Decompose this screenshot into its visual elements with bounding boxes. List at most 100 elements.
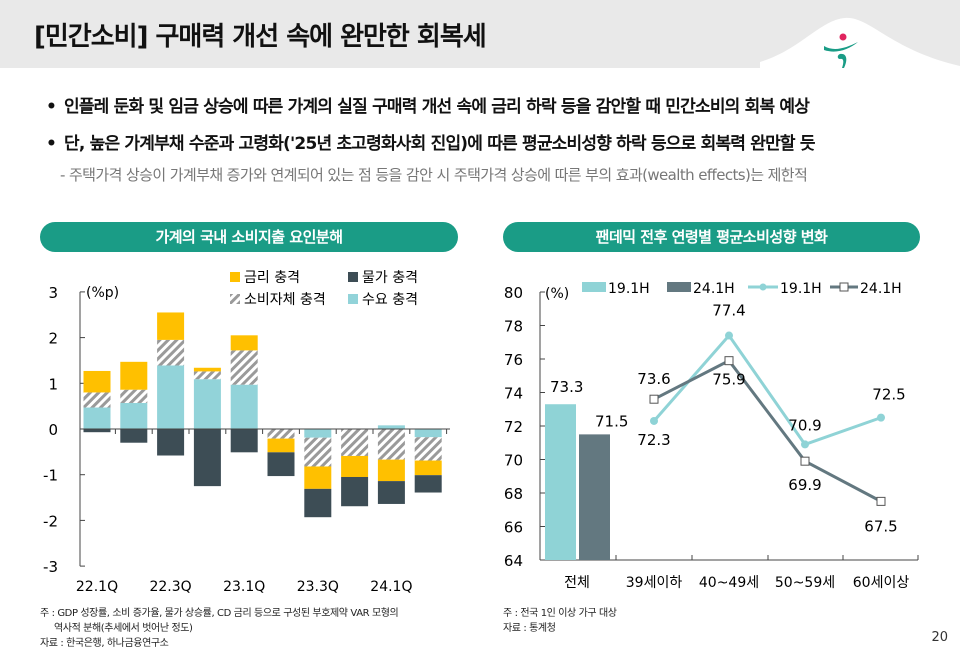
- y-tick-label: 1: [48, 375, 58, 393]
- notes-right: 주 : 전국 1인 이상 가구 대상 자료 : 통계청: [503, 606, 617, 636]
- marker: [725, 331, 733, 340]
- bar-segment: [83, 429, 111, 433]
- data-label: 75.9: [712, 371, 745, 389]
- bullet-text: 단, 높은 가계부채 수준과 고령화('25년 초고령화사회 진입)에 따른 평…: [64, 134, 816, 154]
- marker: [649, 394, 659, 404]
- bar-segment: [193, 371, 221, 380]
- legend-label: 소비자체 충격: [244, 292, 326, 308]
- bar-segment: [304, 488, 332, 518]
- x-tick-label: 40~49세: [699, 575, 759, 591]
- x-tick-label: 23.1Q: [223, 579, 265, 595]
- y-axis-label: (%p): [86, 285, 119, 301]
- x-tick-label: 23.3Q: [297, 579, 339, 595]
- bar-segment: [377, 459, 405, 482]
- bar-segment: [230, 350, 258, 385]
- legend-marker: [839, 282, 849, 292]
- bar-segment: [377, 481, 405, 504]
- legend-swatch: [667, 282, 691, 292]
- bar-segment: [193, 429, 221, 487]
- legend-swatch: [348, 294, 358, 304]
- y-tick-label: 80: [504, 284, 523, 302]
- bar-segment: [304, 429, 332, 438]
- bar: [545, 404, 576, 560]
- bar-segment: [414, 437, 442, 461]
- data-label: 69.9: [788, 476, 821, 494]
- bar-segment: [267, 429, 295, 439]
- bar-segment: [341, 455, 369, 477]
- bar-segment: [83, 392, 111, 408]
- hana-logo: [824, 33, 858, 68]
- x-tick-label: 전체: [564, 575, 590, 591]
- bar-segment: [414, 460, 442, 476]
- marker: [800, 456, 810, 466]
- data-label: 73.6: [637, 370, 670, 388]
- bar-segment: [157, 339, 185, 366]
- sub-bullet: - 주택가격 상승이 가계부채 증가와 연계되어 있는 점 등을 감안 시 주택…: [60, 166, 808, 184]
- bar-segment: [157, 365, 185, 429]
- legend-marker: [759, 283, 767, 291]
- bar-segment: [230, 335, 258, 351]
- note-line: 역사적 분해(추세에서 벗어난 정도): [54, 623, 193, 634]
- bar-segment: [341, 476, 369, 507]
- marker: [801, 440, 809, 449]
- bar-segment: [120, 389, 148, 403]
- bar-segment: [414, 429, 442, 438]
- y-tick-label: 0: [48, 421, 58, 439]
- source-line: 자료 : 통계청: [503, 623, 556, 634]
- bullet-symbol: •: [46, 97, 57, 117]
- x-tick-label: 39세이하: [626, 575, 683, 591]
- x-tick-label: 50~59세: [775, 575, 835, 591]
- y-tick-label: 76: [504, 351, 523, 369]
- y-tick-label: -1: [43, 467, 58, 485]
- bar-segment: [414, 475, 442, 493]
- bullet-2: • 단, 높은 가계부채 수준과 고령화('25년 초고령화사회 진입)에 따른 …: [46, 129, 816, 154]
- page-number: 20: [931, 630, 948, 645]
- bar-segment: [157, 312, 185, 340]
- bar-segment: [230, 384, 258, 429]
- bar-segment: [304, 466, 332, 489]
- y-tick-label: 66: [504, 519, 523, 537]
- right-chart: 80 78 76 74 72 70 68 66 64 (%) 전체 39세이하 40~49세 50~59세…: [504, 281, 919, 591]
- bar-segment: [83, 407, 111, 429]
- marker: [876, 496, 886, 506]
- data-label: 70.9: [788, 416, 821, 434]
- series-line: [653, 358, 882, 503]
- bullet-1: • 인플레 둔화 및 임금 상승에 따른 가계의 실질 구매력 개선 속에 금리 …: [46, 92, 810, 117]
- left-chart-title: 가계의 국내 소비지출 요인분해: [40, 222, 458, 252]
- x-tick-label: 22.3Q: [149, 579, 191, 595]
- y-tick-label: 70: [504, 452, 523, 470]
- legend-label: 19.1H: [608, 281, 650, 297]
- bar-segment: [267, 438, 295, 453]
- marker: [650, 416, 658, 425]
- legend-label: 24.1H: [693, 281, 735, 297]
- legend-label: 수요 충격: [362, 292, 418, 308]
- data-label: 73.3: [550, 378, 583, 396]
- y-tick-label: 64: [504, 552, 523, 570]
- marker: [724, 356, 734, 366]
- bullet-text: 인플레 둔화 및 임금 상승에 따른 가계의 실질 구매력 개선 속에 금리 하…: [64, 97, 810, 117]
- data-label: 77.4: [712, 302, 745, 320]
- y-tick-label: 68: [504, 485, 523, 503]
- y-tick-label: 72: [504, 418, 523, 436]
- page-title: [민간소비] 구매력 개선 속에 완만한 회복세: [34, 22, 487, 52]
- y-tick-label: 2: [48, 330, 58, 348]
- legend-swatch: [230, 294, 240, 304]
- y-tick-label: 74: [504, 385, 523, 403]
- legend-swatch: [348, 272, 358, 282]
- right-chart-title: 팬데믹 전후 연령별 평균소비성향 변화: [503, 222, 920, 252]
- bullet-symbol: •: [46, 134, 57, 154]
- marker: [877, 413, 885, 422]
- notes-left: 주 : GDP 성장률, 소비 증가율, 물가 상승률, CD 금리 등으로 구…: [40, 606, 399, 651]
- data-label: 71.5: [595, 412, 628, 430]
- bar-segment: [377, 425, 405, 429]
- note-line: 주 : 전국 1인 이상 가구 대상: [503, 608, 617, 619]
- note-line: 주 : GDP 성장률, 소비 증가율, 물가 상승률, CD 금리 등으로 구…: [40, 608, 399, 619]
- bar-segment: [193, 379, 221, 429]
- data-label: 72.5: [872, 386, 905, 404]
- bar-segment: [267, 452, 295, 477]
- bar-segment: [157, 429, 185, 456]
- legend-swatch: [230, 272, 240, 282]
- left-chart: 3 2 1 0 -1 -2 -3 (%p) 22.1Q 22.3Q 23.1Q 23.3Q 24.1Q 금…: [43, 270, 450, 595]
- series-line: [652, 333, 882, 447]
- legend-label: 물가 충격: [362, 270, 418, 286]
